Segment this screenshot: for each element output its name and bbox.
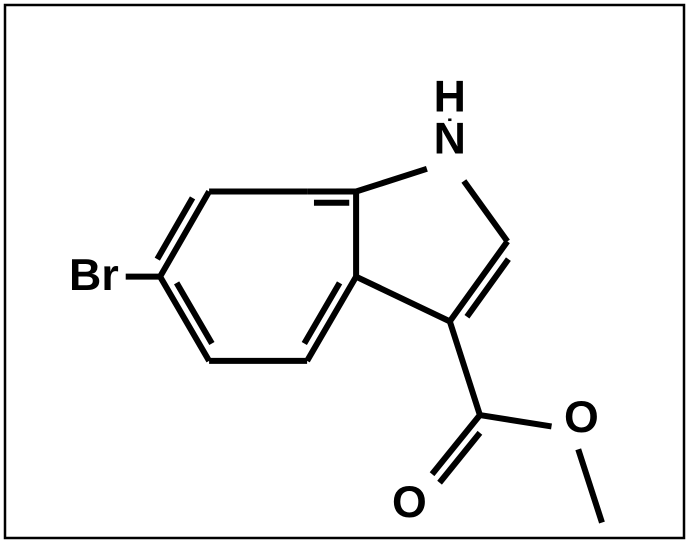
molecule-frame: Br NH O O — [0, 0, 689, 543]
atom-label-h: H — [434, 72, 466, 121]
atom-label-oe: O — [564, 393, 599, 442]
atom-label-od: O — [392, 478, 427, 527]
molecule-drawing: Br NH O O — [69, 72, 602, 527]
molecule-svg: Br NH O O — [0, 0, 689, 543]
atom-label-br: Br — [69, 251, 119, 300]
atom-label-n: N — [434, 115, 466, 164]
